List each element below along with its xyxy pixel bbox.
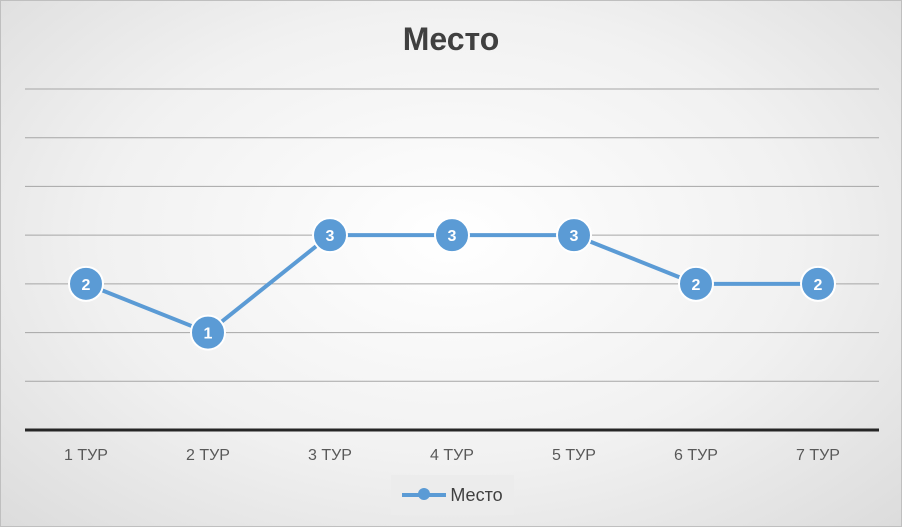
- x-tick-label-2: 2 ТУР: [186, 447, 230, 464]
- data-point-5: [556, 217, 592, 254]
- data-point-7: [800, 265, 836, 302]
- data-point-3: [312, 217, 348, 254]
- data-label-2: 1: [204, 326, 213, 343]
- legend-label: Место: [450, 484, 503, 505]
- legend-line-marker-icon: [402, 488, 447, 500]
- data-label-6: 2: [692, 277, 701, 294]
- data-points: 2 1 3 3 3 2 2: [68, 217, 836, 351]
- x-tick-label-3: 3 ТУР: [308, 447, 352, 464]
- x-tick-label-7: 7 ТУР: [796, 447, 840, 464]
- data-point-1: [68, 265, 104, 302]
- x-tick-label-6: 6 ТУР: [674, 447, 718, 464]
- gridlines: [25, 88, 879, 382]
- x-tick-label-1: 1 ТУР: [64, 447, 108, 464]
- data-label-3: 3: [326, 228, 335, 245]
- x-tick-labels: 1 ТУР 2 ТУР 3 ТУР 4 ТУР 5 ТУР 6 ТУР 7 ТУР: [64, 447, 840, 464]
- data-point-6: [678, 265, 714, 302]
- legend: Место: [391, 475, 514, 515]
- x-tick-label-4: 4 ТУР: [430, 447, 474, 464]
- x-tick-label-5: 5 ТУР: [552, 447, 596, 464]
- data-label-7: 2: [814, 277, 823, 294]
- data-point-4: [434, 217, 470, 254]
- data-label-1: 2: [82, 277, 91, 294]
- data-label-4: 3: [448, 228, 457, 245]
- data-point-2: [190, 314, 226, 351]
- chart-title: Место: [402, 21, 500, 57]
- data-label-5: 3: [570, 228, 579, 245]
